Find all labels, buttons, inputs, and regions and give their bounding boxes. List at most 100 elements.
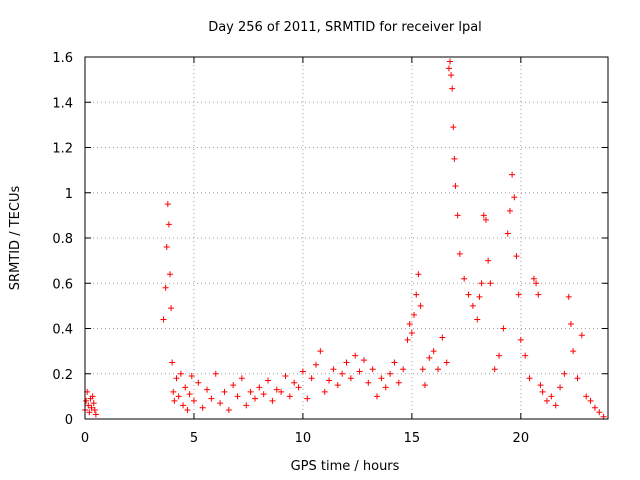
data-point [591,404,598,411]
x-tick-label: 0 [81,431,89,446]
data-point [162,284,169,291]
data-point [160,316,167,323]
x-tick-labels: 0 5 10 15 20 [81,431,529,446]
y-tick-label: 0.2 [52,368,73,383]
data-point [543,397,550,404]
y-tick-label: 1.2 [52,142,73,157]
data-point [406,320,413,327]
data-point [230,382,237,389]
data-point [565,293,572,300]
data-point [260,391,267,398]
data-point [474,316,481,323]
data-point [326,377,333,384]
x-tick-label: 10 [295,431,312,446]
y-tick-label: 0.4 [52,323,73,338]
data-point [426,354,433,361]
data-point [515,291,522,298]
data-point [88,404,95,411]
data-point [537,382,544,389]
data-point [417,302,424,309]
data-point [557,384,564,391]
data-point [188,373,195,380]
data-point [530,275,537,282]
y-tick-label: 1 [65,187,73,202]
data-point [238,375,245,382]
data-point [182,384,189,391]
data-point [451,155,458,162]
data-point [430,348,437,355]
data-point [212,370,219,377]
data-point [419,366,426,373]
data-point [273,386,280,393]
data-point [165,221,172,228]
data-point [92,411,99,418]
x-tick-label: 20 [513,431,530,446]
data-point [480,212,487,219]
data-point [85,402,92,409]
data-point [166,271,173,278]
data-point [587,397,594,404]
data-point [413,291,420,298]
data-point [343,359,350,366]
data-point [265,377,272,384]
data-point [243,402,250,409]
data-point [295,384,302,391]
data-point [570,348,577,355]
y-tick-labels: 0 0.2 0.4 0.6 0.8 1 1.2 1.4 1.6 [52,51,73,428]
x-tick-label: 15 [404,431,421,446]
data-point [291,379,298,386]
data-point [574,375,581,382]
data-point [365,379,372,386]
data-point [186,391,193,398]
data-point [90,400,97,407]
data-point [374,393,381,400]
data-point [452,182,459,189]
data-point [91,406,98,413]
y-tick-label: 1.4 [52,96,73,111]
data-point [421,382,428,389]
data-point [583,393,590,400]
data-point [184,406,191,413]
data-point [299,368,306,375]
data-point [461,275,468,282]
data-point [304,395,311,402]
data-point [449,85,456,92]
data-point [487,280,494,287]
data-point [478,280,485,287]
data-point [190,397,197,404]
data-point [456,250,463,257]
data-point [552,402,559,409]
data-point [334,382,341,389]
data-point [448,72,455,79]
data-point [408,330,415,337]
data-point [578,332,585,339]
data-point [400,366,407,373]
data-point [439,334,446,341]
data-point [86,409,93,416]
data-point [256,384,263,391]
data-point [347,375,354,382]
y-axis-label: SRMTID / TECUs [8,186,23,291]
data-point [330,366,337,373]
data-point [447,58,454,65]
data-point [391,359,398,366]
data-point [500,325,507,332]
data-point [548,393,555,400]
data-point [535,291,542,298]
data-point [509,171,516,178]
data-point [513,253,520,260]
data-point [360,357,367,364]
data-point [269,397,276,404]
y-tick-label: 0.6 [52,277,73,292]
data-point [369,366,376,373]
data-point [567,320,574,327]
data-point [454,212,461,219]
data-point [491,366,498,373]
data-points [82,58,607,420]
data-point [561,370,568,377]
data-point [234,393,241,400]
data-point [517,336,524,343]
data-point [411,311,418,318]
data-point [286,393,293,400]
